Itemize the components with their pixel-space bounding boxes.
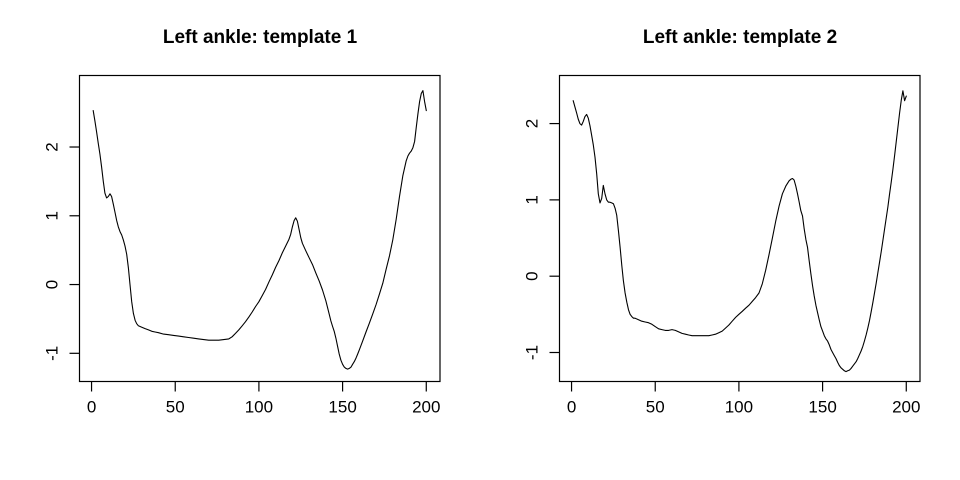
x-tick-label: 150	[328, 398, 356, 417]
series-line	[572, 90, 907, 373]
x-tick-label: 150	[808, 398, 836, 417]
y-tick-label: -1	[43, 346, 62, 361]
plot-frame	[78, 74, 441, 383]
x-tick-label: 200	[412, 398, 440, 417]
y-tick-label: 1	[523, 195, 542, 204]
series-line	[92, 90, 427, 370]
x-tick-label: 0	[87, 398, 96, 417]
plot-panel-template-2: Left ankle: template 2 0 50 100 150 200 -1 0 1 2	[480, 0, 960, 480]
x-tick-label: 100	[245, 398, 273, 417]
plot-canvas: 0 50 100 150 200 -1 0 1 2	[43, 74, 441, 417]
y-tick-label: 1	[43, 211, 62, 220]
y-tick-label: 0	[43, 280, 62, 289]
y-tick-label: -1	[523, 345, 542, 360]
x-tick-label: 100	[725, 398, 753, 417]
plot-canvas: 0 50 100 150 200 -1 0 1 2	[523, 74, 921, 417]
plot-title: Left ankle: template 2	[642, 27, 838, 48]
plot-frame	[558, 74, 921, 383]
y-tick-label: 0	[523, 271, 542, 280]
x-tick-label: 50	[646, 398, 665, 417]
x-tick-label: 0	[567, 398, 576, 417]
y-tick-label: 2	[43, 142, 62, 151]
x-tick-label: 50	[166, 398, 185, 417]
y-tick-label: 2	[523, 119, 542, 128]
plot-panel-template-1: Left ankle: template 1 0 50 100 150 200 -1 0 1 2	[43, 27, 441, 417]
x-tick-label: 200	[892, 398, 920, 417]
plot-title: Left ankle: template 1	[162, 27, 358, 48]
